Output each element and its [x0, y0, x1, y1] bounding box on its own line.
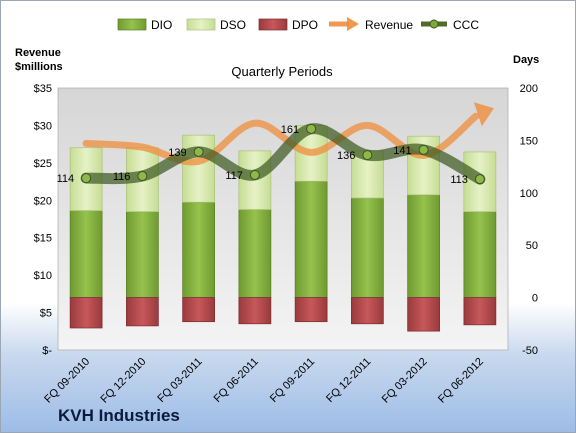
bar-dio [407, 194, 440, 298]
ccc-series-group: 114 116 139 117 161 136 141 113 [57, 123, 486, 186]
bar-dpo [294, 297, 328, 323]
bar-dio [69, 210, 103, 298]
right-axis-ticks: -50 0 50 100 150 200 [520, 83, 538, 357]
ccc-point [137, 171, 148, 182]
right-tick-label: 50 [526, 240, 538, 252]
legend-label-dpo: DPO [292, 18, 318, 32]
right-tick-label: 150 [520, 135, 538, 147]
y-right-title: Days [513, 54, 539, 66]
right-tick-label: 0 [532, 293, 538, 305]
bar-dio [351, 197, 384, 298]
legend-swatch-dpo [258, 18, 288, 31]
ccc-point [81, 173, 92, 184]
bar-dpo [463, 297, 497, 326]
ccc-data-label: 139 [168, 147, 186, 159]
right-tick-label: 200 [520, 83, 538, 95]
company-name: KVH Industries [58, 406, 180, 425]
x-tick-label: FQ 03-2012 [380, 356, 430, 406]
left-tick-label: $30 [34, 120, 52, 132]
ccc-data-label: 113 [450, 174, 468, 186]
chart-title: Quarterly Periods [231, 64, 333, 79]
left-tick-label: $20 [34, 195, 52, 207]
bar-dio [182, 201, 215, 298]
left-tick-label: $15 [34, 233, 52, 245]
bar-dpo [351, 297, 384, 325]
ccc-data-label: 141 [393, 145, 411, 157]
bar-dso [182, 134, 215, 203]
ccc-point [474, 174, 485, 185]
x-tick-label: FQ 06-2011 [212, 356, 261, 405]
x-tick-label: FQ 03-2011 [155, 356, 204, 405]
ccc-data-label: 114 [57, 173, 75, 185]
right-tick-label: 100 [520, 188, 538, 200]
ccc-point [193, 146, 204, 157]
bar-dpo [407, 297, 440, 332]
ccc-point [249, 169, 260, 180]
x-tick-label: FQ 06-2012 [436, 356, 486, 406]
bar-dpo [69, 297, 103, 329]
left-tick-label: $25 [34, 158, 52, 170]
bar-dpo [182, 297, 215, 323]
left-tick-label: $10 [34, 270, 52, 282]
ccc-data-label: 161 [281, 124, 299, 136]
bar-dio [463, 211, 497, 298]
y-left-title-line1: Revenue [15, 47, 61, 59]
left-tick-label: $35 [34, 83, 52, 95]
legend-arrow-revenue-icon [329, 17, 359, 31]
ccc-data-label: 116 [113, 171, 131, 183]
ccc-point [418, 144, 429, 155]
x-tick-label: FQ 09-2010 [42, 356, 92, 406]
bar-dio [294, 180, 328, 298]
y-left-title-line2: $millions [15, 61, 63, 73]
legend-swatch-dso [186, 18, 216, 31]
x-tick-label: FQ 09-2011 [268, 356, 317, 405]
bar-dio [238, 209, 272, 298]
bar-dpo [238, 297, 272, 325]
legend-swatch-dio [117, 18, 147, 31]
x-axis-ticks: FQ 09-2010 FQ 12-2010 FQ 03-2011 FQ 06-2011… [42, 356, 486, 406]
left-axis-ticks: $- $5 $10 $15 $20 $25 $30 $35 [34, 83, 53, 357]
legend-label-revenue: Revenue [365, 18, 413, 32]
bar-dpo [126, 297, 159, 327]
legend-line-ccc-icon [421, 19, 447, 29]
revenue-arrow-head [473, 102, 494, 127]
legend-label-dso: DSO [220, 18, 246, 32]
legend-label-ccc: CCC [453, 18, 479, 32]
x-tick-label: FQ 12-2011 [324, 356, 373, 405]
x-tick-label: FQ 12-2010 [99, 356, 149, 406]
ccc-data-label: 117 [225, 170, 243, 182]
ccc-data-label: 136 [337, 150, 355, 162]
right-tick-label: -50 [522, 345, 538, 357]
ccc-point [306, 123, 317, 134]
legend: DIO DSO DPO Revenue CCC [117, 17, 479, 32]
legend-label-dio: DIO [151, 18, 172, 32]
left-tick-label: $5 [40, 308, 52, 320]
ccc-point [362, 150, 373, 161]
bar-dio [126, 211, 159, 298]
left-tick-label: $- [42, 345, 52, 357]
